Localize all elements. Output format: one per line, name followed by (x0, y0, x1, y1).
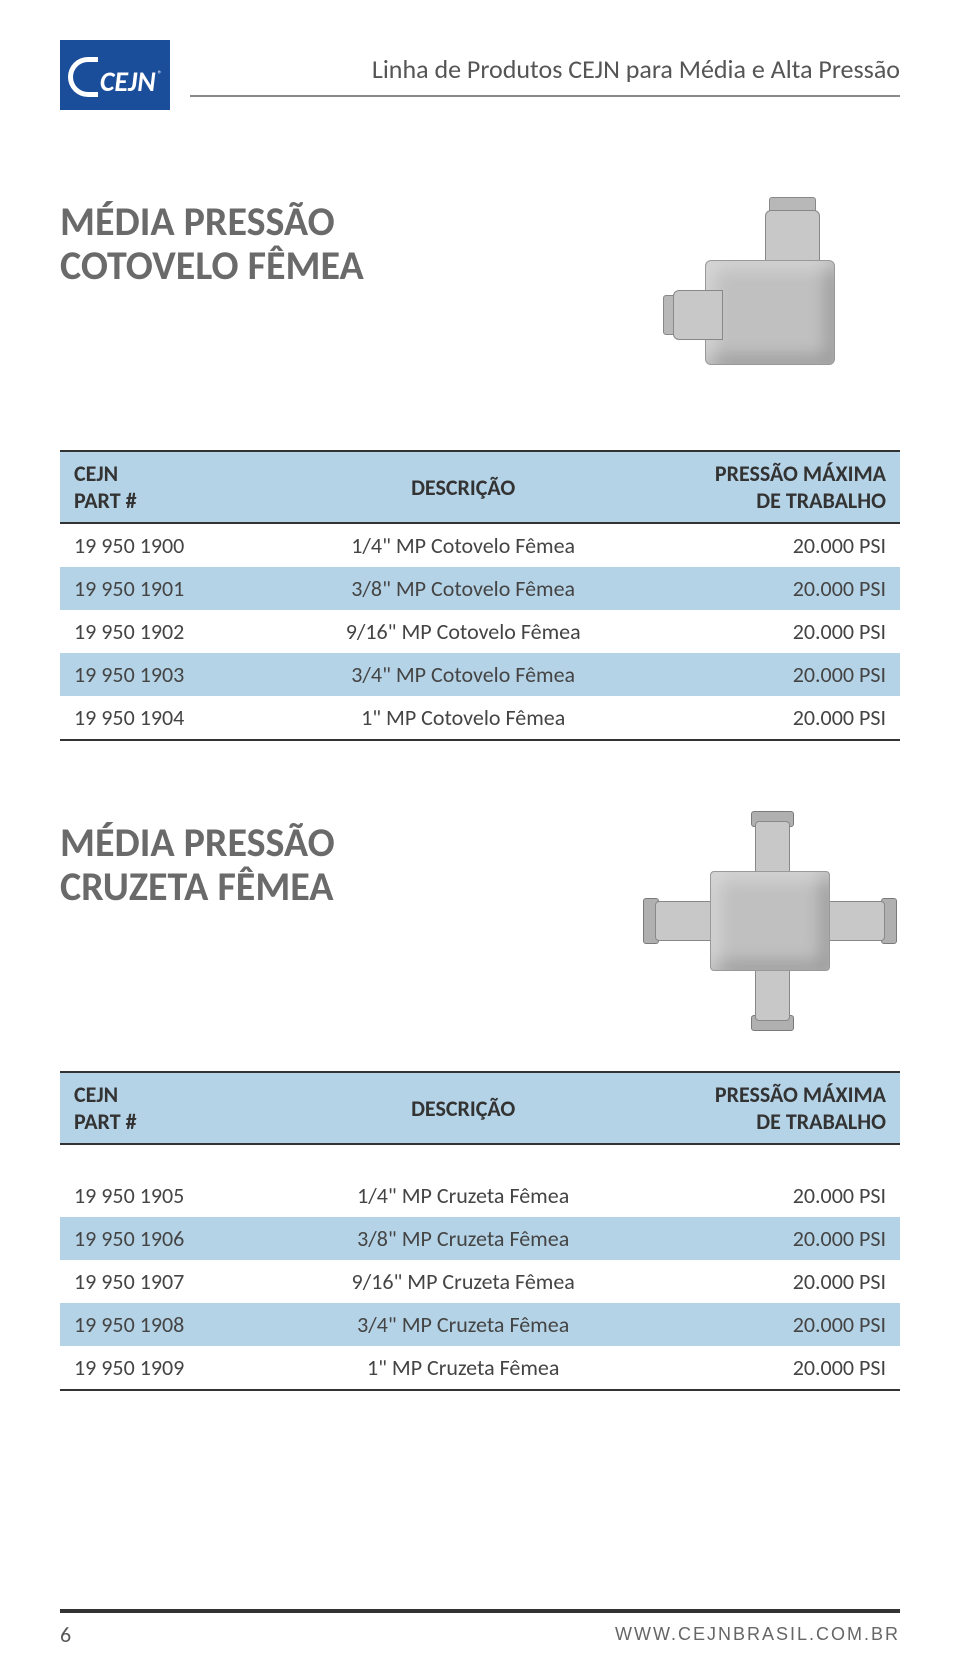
cell-desc: 1" MP Cotovelo Fêmea (278, 696, 648, 740)
table-row: 19 950 1901 3/8" MP Cotovelo Fêmea 20.00… (60, 567, 900, 610)
cell-part: 19 950 1905 (60, 1174, 278, 1217)
table-row: 19 950 1909 1" MP Cruzeta Fêmea 20.000 P… (60, 1346, 900, 1390)
table-cotovelo: CEJN PART # DESCRIÇÃO PRESSÃO MÁXIMA DE … (60, 450, 900, 741)
logo-text: CEJN (100, 64, 156, 99)
cell-part: 19 950 1909 (60, 1346, 278, 1390)
cell-desc: 1/4" MP Cotovelo Fêmea (278, 523, 648, 567)
section-title-line2: CRUZETA FÊMEA (60, 862, 334, 911)
cell-part: 19 950 1907 (60, 1260, 278, 1303)
cell-part: 19 950 1900 (60, 523, 278, 567)
section-title: MÉDIA PRESSÃO COTOVELO FÊMEA (60, 200, 364, 288)
cell-desc: 9/16" MP Cruzeta Fêmea (278, 1260, 648, 1303)
table-header-row: CEJN PART # DESCRIÇÃO PRESSÃO MÁXIMA DE … (60, 451, 900, 523)
page-footer: 6 WWW.CEJNBRASIL.COM.BR (60, 1609, 900, 1648)
section-cotovelo: MÉDIA PRESSÃO COTOVELO FÊMEA CEJN PART #… (60, 200, 900, 741)
page-title: Linha de Produtos CEJN para Média e Alta… (190, 53, 900, 97)
table-cruzeta: CEJN PART # DESCRIÇÃO PRESSÃO MÁXIMA DE … (60, 1071, 900, 1391)
cell-desc: 3/4" MP Cotovelo Fêmea (278, 653, 648, 696)
page-number: 6 (60, 1621, 71, 1648)
col-desc: DESCRIÇÃO (278, 451, 648, 523)
registered-icon: ® (158, 69, 163, 80)
cell-press: 20.000 PSI (648, 567, 900, 610)
table-row: 19 950 1905 1/4" MP Cruzeta Fêmea 20.000… (60, 1174, 900, 1217)
section-title-line1: MÉDIA PRESSÃO (60, 818, 335, 867)
product-image-elbow (640, 200, 900, 400)
cell-press: 20.000 PSI (648, 610, 900, 653)
cell-desc: 9/16" MP Cotovelo Fêmea (278, 610, 648, 653)
table-row: 19 950 1908 3/4" MP Cruzeta Fêmea 20.000… (60, 1303, 900, 1346)
cell-press: 20.000 PSI (648, 523, 900, 567)
col-part: CEJN PART # (60, 1072, 278, 1144)
cell-press: 20.000 PSI (648, 1217, 900, 1260)
footer-url: WWW.CEJNBRASIL.COM.BR (615, 1624, 900, 1645)
table-row: 19 950 1904 1" MP Cotovelo Fêmea 20.000 … (60, 696, 900, 740)
col-press: PRESSÃO MÁXIMA DE TRABALHO (648, 1072, 900, 1144)
cell-part: 19 950 1901 (60, 567, 278, 610)
table-row: 19 950 1907 9/16" MP Cruzeta Fêmea 20.00… (60, 1260, 900, 1303)
cell-part: 19 950 1906 (60, 1217, 278, 1260)
cell-part: 19 950 1902 (60, 610, 278, 653)
cell-desc: 3/4" MP Cruzeta Fêmea (278, 1303, 648, 1346)
product-image-cross (640, 821, 900, 1021)
logo-c-shape (68, 57, 98, 97)
cell-desc: 1/4" MP Cruzeta Fêmea (278, 1174, 648, 1217)
section-title: MÉDIA PRESSÃO CRUZETA FÊMEA (60, 821, 335, 909)
cell-press: 20.000 PSI (648, 1346, 900, 1390)
section-title-line2: COTOVELO FÊMEA (60, 241, 364, 290)
section-cruzeta: MÉDIA PRESSÃO CRUZETA FÊMEA CEJN PART # … (60, 821, 900, 1391)
cell-press: 20.000 PSI (648, 653, 900, 696)
col-desc: DESCRIÇÃO (278, 1072, 648, 1144)
table-row: 19 950 1906 3/8" MP Cruzeta Fêmea 20.000… (60, 1217, 900, 1260)
cell-press: 20.000 PSI (648, 696, 900, 740)
cell-part: 19 950 1904 (60, 696, 278, 740)
page-header: CEJN ® Linha de Produtos CEJN para Média… (60, 40, 900, 110)
table-row: 19 950 1903 3/4" MP Cotovelo Fêmea 20.00… (60, 653, 900, 696)
col-press: PRESSÃO MÁXIMA DE TRABALHO (648, 451, 900, 523)
table-row: 19 950 1902 9/16" MP Cotovelo Fêmea 20.0… (60, 610, 900, 653)
cell-desc: 3/8" MP Cotovelo Fêmea (278, 567, 648, 610)
cell-desc: 3/8" MP Cruzeta Fêmea (278, 1217, 648, 1260)
brand-logo: CEJN ® (60, 40, 170, 110)
table-row: 19 950 1900 1/4" MP Cotovelo Fêmea 20.00… (60, 523, 900, 567)
cell-part: 19 950 1903 (60, 653, 278, 696)
cell-part: 19 950 1908 (60, 1303, 278, 1346)
cell-press: 20.000 PSI (648, 1174, 900, 1217)
cell-desc: 1" MP Cruzeta Fêmea (278, 1346, 648, 1390)
col-part: CEJN PART # (60, 451, 278, 523)
cell-press: 20.000 PSI (648, 1260, 900, 1303)
section-title-line1: MÉDIA PRESSÃO (60, 197, 335, 246)
table-header-row: CEJN PART # DESCRIÇÃO PRESSÃO MÁXIMA DE … (60, 1072, 900, 1144)
cell-press: 20.000 PSI (648, 1303, 900, 1346)
spacer-row (60, 1144, 900, 1174)
